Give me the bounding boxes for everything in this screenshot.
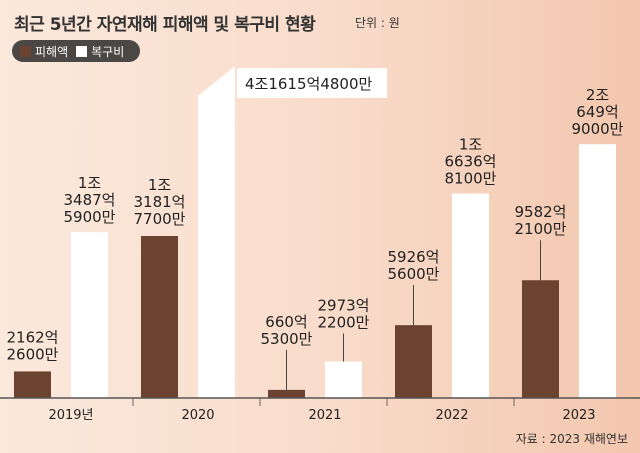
legend-swatch-damage — [20, 45, 31, 57]
recovery-value-label-4: 2조 649억 9000만 — [572, 86, 624, 138]
damage-bar-4 — [522, 280, 559, 398]
recovery-value-label-3: 1조 6636억 8100만 — [445, 136, 497, 188]
legend-item-damage: 피해액 — [20, 43, 68, 60]
recovery-bar-3 — [452, 193, 489, 398]
damage-bar-0 — [14, 371, 51, 398]
legend-swatch-recovery — [76, 45, 88, 57]
recovery-value-label-2: 2973억 2200만 — [318, 296, 370, 331]
damage-bar-3 — [395, 325, 432, 398]
damage-value-label-2: 660억 5300만 — [261, 313, 313, 348]
damage-value-label-4: 9582억 2100만 — [515, 203, 567, 238]
recovery-bar-4 — [579, 144, 616, 398]
damage-bar-2 — [268, 389, 305, 398]
recovery-bar-1 — [198, 66, 235, 398]
unit-label: 단위 : 원 — [355, 16, 400, 30]
x-tick-label-2: 2021 — [308, 408, 341, 423]
recovery-bar-0 — [71, 232, 108, 398]
damage-value-label-1: 1조 3181억 7700만 — [134, 176, 186, 228]
x-tick-label-3: 2022 — [435, 408, 468, 423]
damage-value-label-3: 5926억 5600만 — [388, 248, 440, 283]
damage-bar-1 — [141, 236, 178, 398]
recovery-bar-2 — [325, 361, 362, 398]
legend: 피해액 복구비 — [12, 40, 140, 62]
legend-item-recovery: 복구비 — [76, 43, 124, 60]
x-tick-label-0: 2019년 — [48, 408, 93, 423]
x-tick-label-4: 2023 — [562, 408, 595, 423]
chart-title: 최근 5년간 자연재해 피해액 및 복구비 현황 — [14, 15, 316, 35]
legend-label-recovery: 복구비 — [91, 44, 125, 59]
x-tick-label-1: 2020 — [181, 408, 214, 423]
damage-value-label-0: 2162억 2600만 — [7, 328, 59, 363]
recovery-callout-box-1 — [237, 68, 387, 98]
legend-label-damage: 피해액 — [35, 44, 69, 59]
recovery-value-label-1: 4조1615억4800만 — [245, 75, 372, 93]
source-note: 자료 : 2023 재해연보 — [515, 432, 628, 446]
recovery-value-label-0: 1조 3487억 5900만 — [64, 174, 116, 226]
